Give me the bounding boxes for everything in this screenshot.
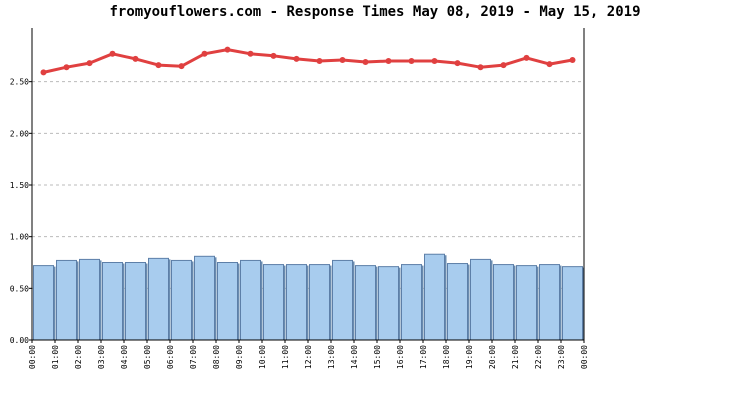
bar: [56, 259, 77, 341]
line-point: [224, 46, 231, 53]
line-point: [385, 58, 392, 64]
x-tick-label: 11:00: [281, 345, 290, 369]
x-tick-label: 07:00: [189, 345, 198, 369]
bar: [33, 265, 54, 341]
bar: [378, 266, 399, 341]
line-point: [40, 69, 47, 76]
bar: [263, 264, 284, 341]
line-point: [247, 50, 254, 57]
x-tick-label: 13:00: [327, 345, 336, 369]
x-tick-label: 06:00: [166, 345, 175, 369]
x-tick-label: 22:00: [534, 345, 543, 369]
bar: [171, 259, 192, 341]
line-point: [454, 60, 461, 67]
x-tick-label: 19:00: [465, 345, 474, 369]
bar: [516, 265, 537, 341]
x-tick-label: 00:00: [580, 345, 589, 369]
line-point: [500, 62, 507, 69]
line-point: [178, 63, 185, 70]
x-tick-label: 23:00: [557, 345, 566, 369]
line-point: [155, 62, 162, 69]
bar: [217, 262, 238, 341]
bar: [447, 263, 468, 341]
line-point: [316, 58, 323, 64]
x-tick-label: 04:00: [120, 345, 129, 369]
line-point: [431, 58, 438, 64]
y-axis-ticks: 0.00 0.50 1.00 1.50 2.00 2.50: [10, 78, 32, 345]
bar: [424, 253, 445, 341]
grid-lines: [32, 81, 584, 289]
y-tick-label: 1.50: [10, 181, 29, 190]
x-tick-label: 17:00: [419, 345, 428, 369]
line-point: [201, 50, 208, 57]
bar: [493, 264, 514, 341]
x-tick-label: 09:00: [235, 345, 244, 369]
x-tick-label: 10:00: [258, 345, 267, 369]
line-point: [408, 58, 415, 64]
bar: [79, 258, 100, 341]
bar: [125, 262, 146, 341]
line-point: [132, 55, 139, 62]
x-tick-label: 03:00: [97, 345, 106, 369]
line-point: [362, 59, 369, 66]
bar: [401, 264, 422, 341]
y-tick-label: 0.50: [10, 284, 29, 293]
x-tick-label: 18:00: [442, 345, 451, 369]
x-tick-label: 20:00: [488, 345, 497, 369]
x-tick-label: 16:00: [396, 345, 405, 369]
line-point: [477, 64, 484, 71]
line-point: [270, 52, 277, 59]
line-path: [43, 48, 573, 74]
bar: [102, 262, 123, 341]
x-tick-label: 05:00: [143, 345, 152, 369]
x-tick-label: 08:00: [212, 345, 221, 369]
x-tick-label: 12:00: [304, 345, 313, 369]
y-tick-label: 2.50: [10, 78, 29, 87]
bar: [286, 264, 307, 341]
bar: [194, 255, 215, 341]
line-point: [109, 50, 116, 57]
line-point: [86, 60, 93, 67]
bar: [240, 259, 261, 341]
line-series: [40, 46, 576, 76]
chart-title: fromyouflowers.com - Response Times May …: [109, 4, 641, 20]
line-point: [546, 61, 553, 68]
bar: [562, 266, 583, 341]
line-point: [293, 55, 300, 62]
x-tick-label: 01:00: [51, 345, 60, 369]
bar: [355, 265, 376, 341]
bar: [470, 258, 491, 341]
line-point: [63, 64, 70, 71]
y-tick-label: 2.00: [10, 129, 29, 138]
y-tick-label: 1.00: [10, 233, 29, 242]
bar-series: [33, 253, 585, 341]
line-point: [339, 56, 346, 63]
x-tick-label: 15:00: [373, 345, 382, 369]
line-point: [523, 54, 530, 61]
line-point: [569, 56, 576, 63]
y-tick-label: 0.00: [10, 336, 29, 345]
x-tick-label: 14:00: [350, 345, 359, 369]
x-axis-ticks: 00:00 01:00 02:00 03:00 04:00 05:00 06:00 07:00…: [28, 340, 589, 369]
bar: [539, 264, 560, 341]
x-tick-label: 21:00: [511, 345, 520, 369]
bar: [148, 257, 169, 341]
x-tick-label: 02:00: [74, 345, 83, 369]
bar: [309, 264, 330, 341]
bar: [332, 259, 353, 341]
x-tick-label: 00:00: [28, 345, 37, 369]
